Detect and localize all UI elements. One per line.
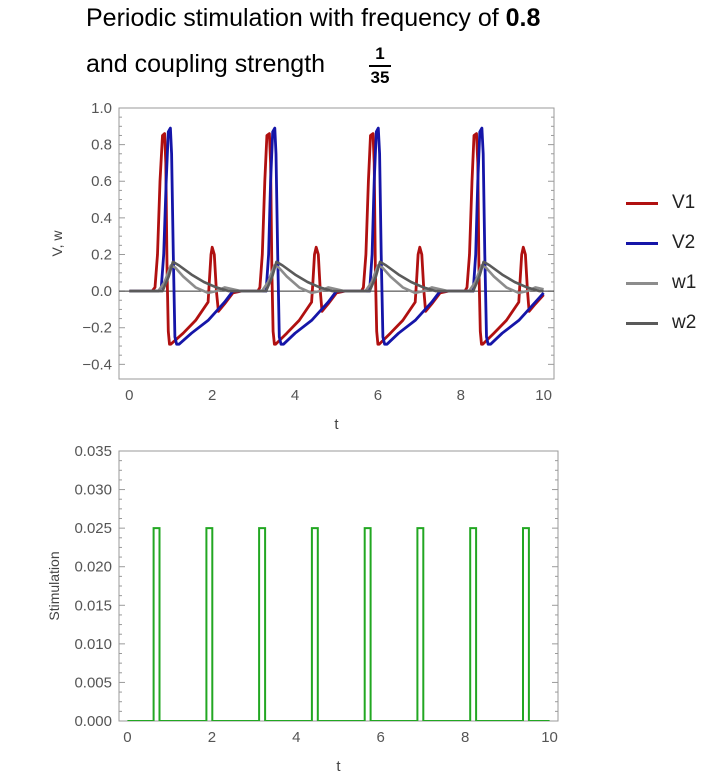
y-tick-label: 0.2: [91, 246, 112, 263]
legend-swatch-v1: [626, 202, 658, 205]
legend-swatch-v2: [626, 242, 658, 245]
x-tick-label: 4: [291, 387, 299, 404]
x-tick-label: 2: [208, 729, 216, 746]
voltage-plot: 0 2 4 6 8 10 −0.4 −0.2 0.0 0.2 0.4 0.6 0.8 1.0 t V, w: [49, 100, 555, 433]
y-tick-label: −0.2: [82, 320, 112, 337]
plot-frame: [118, 107, 555, 380]
y-tick-label: 0.015: [74, 597, 112, 614]
x-tick-label: 2: [208, 387, 216, 404]
x-tick-label: 8: [461, 729, 469, 746]
x-tick-label: 0: [123, 729, 131, 746]
y-tick-label: 0.005: [74, 674, 112, 691]
x-axis-label: t: [336, 758, 341, 775]
y-tick-label: 0.8: [91, 137, 112, 154]
legend-label-w2: w2: [672, 312, 697, 333]
title-frequency: 0.8: [505, 4, 541, 32]
y-tick-label: 0.010: [74, 636, 112, 653]
coupling-denominator: 35: [370, 68, 390, 87]
coupling-fraction: 1 35: [369, 44, 391, 88]
y-tick-label: 1.0: [91, 100, 112, 117]
series-line-v1: [129, 132, 545, 346]
y-tick-label: 0.035: [74, 443, 112, 460]
y-tick-label: 0.025: [74, 520, 112, 537]
legend-item-w2: w2: [626, 312, 706, 334]
y-tick-label: 0.020: [74, 559, 112, 576]
stimulation-plot: 0 2 4 6 8 10 0.000 0.005 0.010 0.015 0.020 0.025 0.0…: [46, 443, 559, 775]
x-tick-label: 4: [292, 729, 300, 746]
y-tick-label: 0.6: [91, 173, 112, 190]
stimulation-line: [127, 527, 550, 721]
y-tick-label: 0.000: [74, 713, 112, 730]
legend-label-v2: V2: [672, 232, 696, 253]
title-coupling-text: and coupling strength: [86, 50, 326, 78]
x-tick-label: 10: [535, 387, 552, 404]
x-tick-label: 10: [541, 729, 558, 746]
series-line-w2: [129, 260, 544, 293]
y-axis-label: Stimulation: [46, 551, 62, 620]
x-tick-label: 6: [374, 387, 382, 404]
x-tick-label: 6: [377, 729, 385, 746]
legend-item-w1: w1: [626, 272, 706, 294]
series-line-v2: [129, 126, 545, 346]
title-prefix: Periodic stimulation with frequency of: [86, 4, 506, 32]
legend-item-v2: V2: [626, 232, 706, 254]
y-tick-label: −0.4: [82, 356, 112, 373]
y-tick-label: 0.4: [91, 210, 112, 227]
x-tick-label: 8: [457, 387, 465, 404]
y-tick-label: 0.030: [74, 482, 112, 499]
x-axis-label: t: [334, 416, 339, 433]
plot-frame: [118, 450, 559, 722]
legend-swatch-w1: [626, 282, 658, 285]
legend-swatch-w2: [626, 322, 658, 325]
chart-title-line1: Periodic stimulation with frequency of 0…: [86, 4, 540, 33]
y-tick-label: 0.0: [91, 283, 112, 300]
legend-label-v1: V1: [672, 192, 696, 213]
y-axis-label: V, w: [49, 230, 65, 257]
coupling-numerator: 1: [369, 44, 391, 67]
legend-item-v1: V1: [626, 192, 706, 214]
x-tick-label: 0: [125, 387, 133, 404]
legend-label-w1: w1: [672, 272, 697, 293]
